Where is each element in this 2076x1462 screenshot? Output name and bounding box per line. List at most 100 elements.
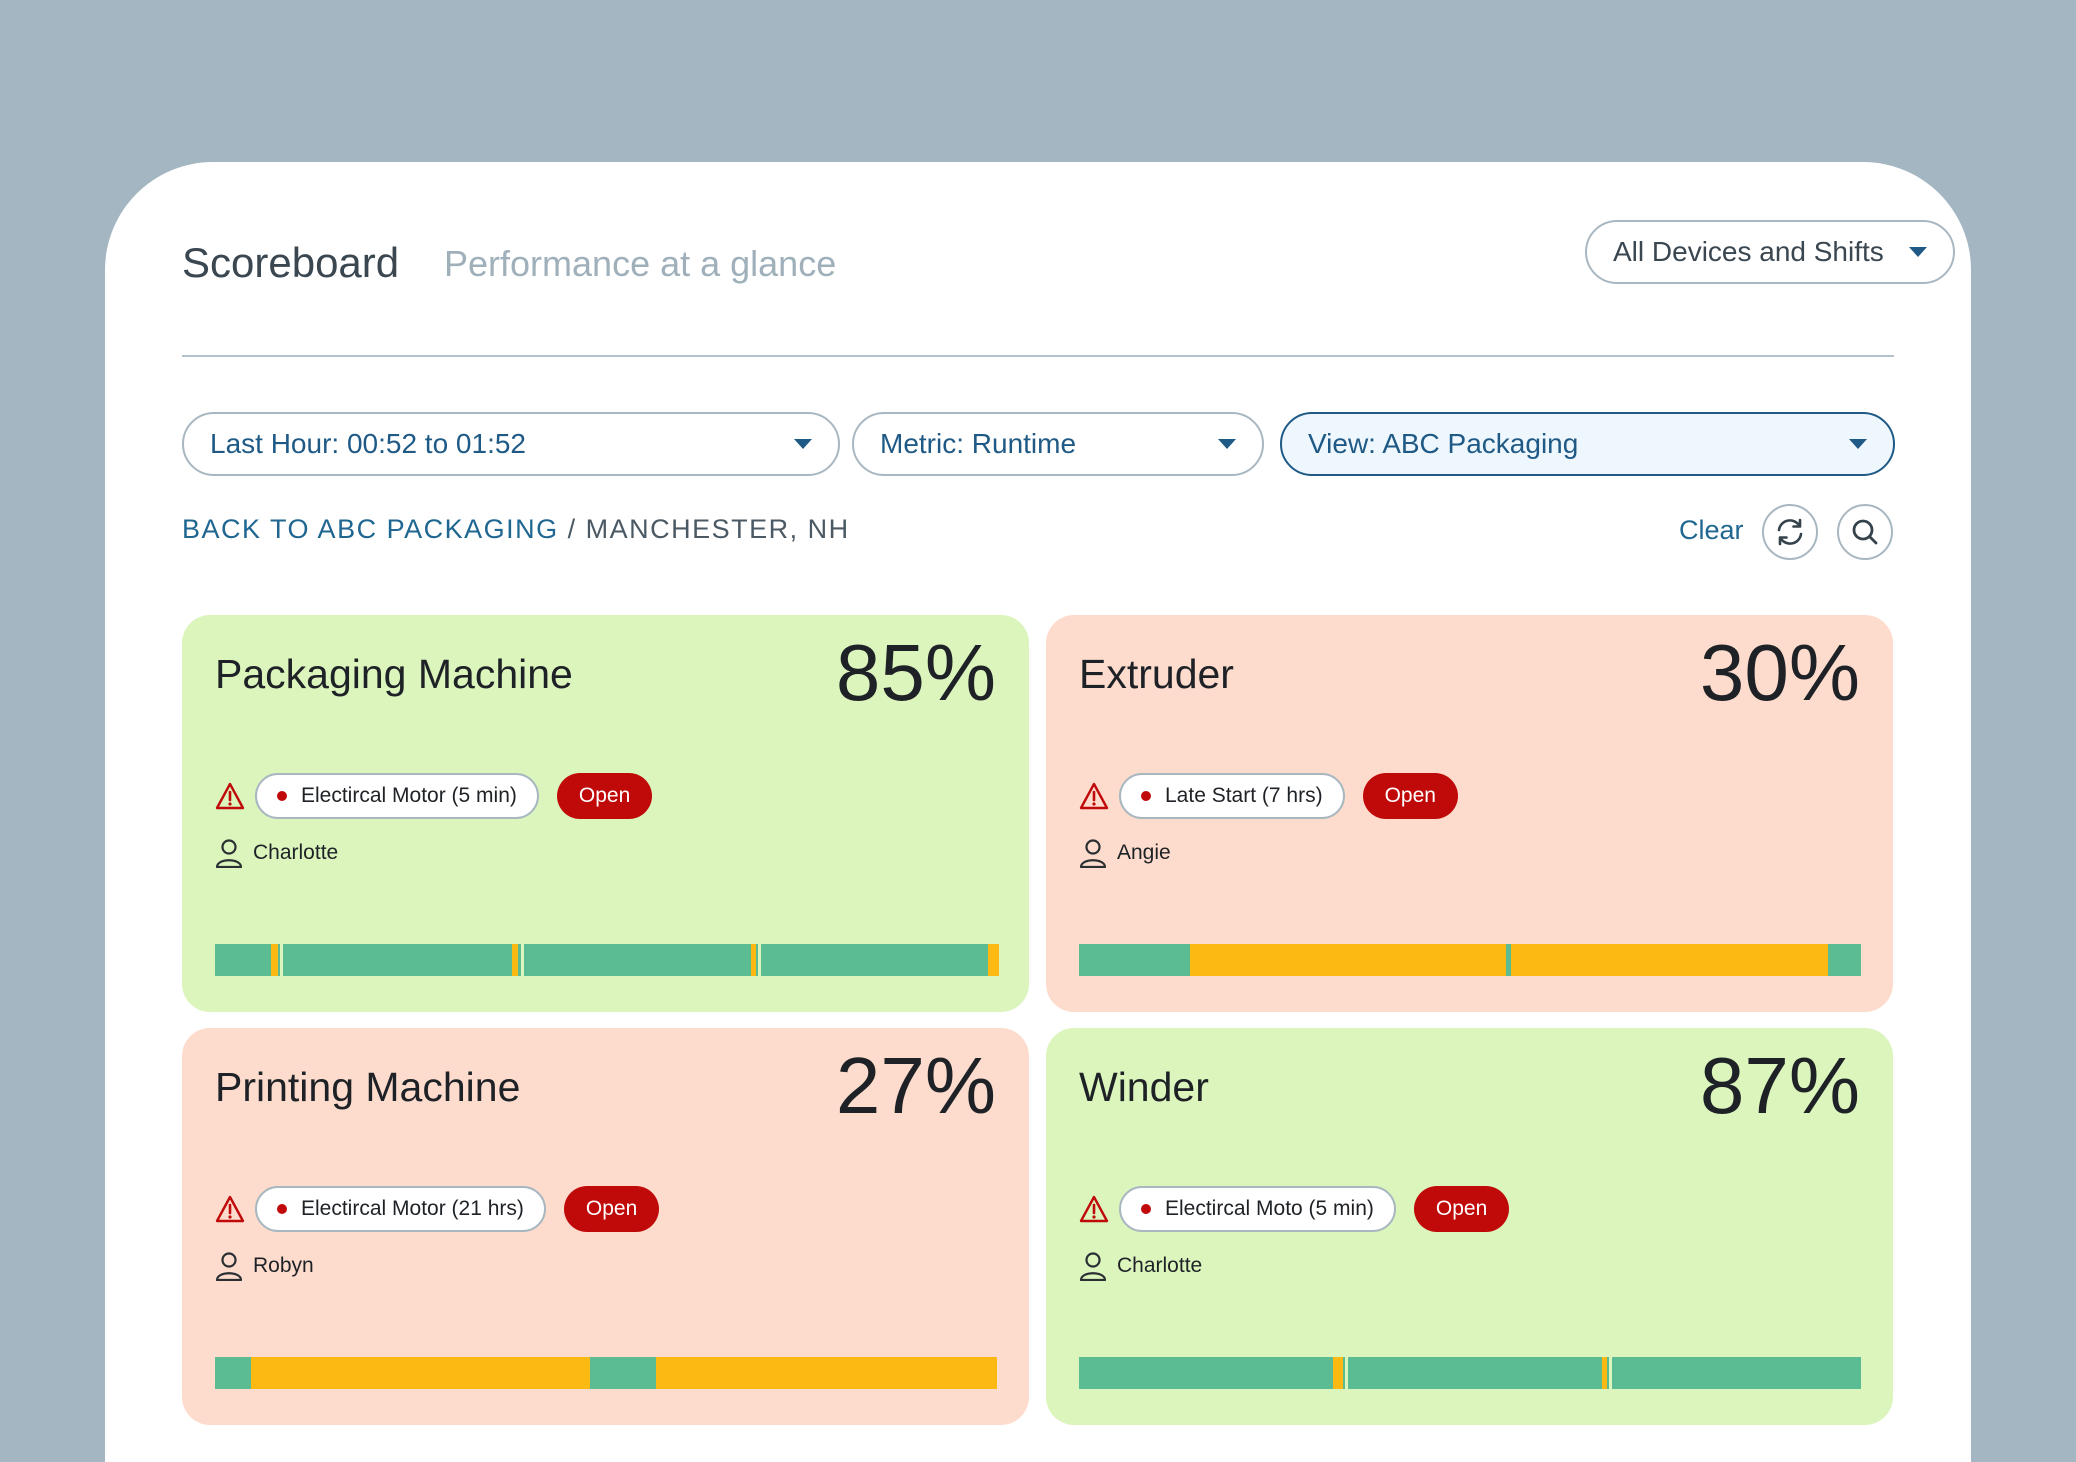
user-icon — [215, 1252, 243, 1281]
timeline-segment-running — [1828, 944, 1861, 976]
machine-name: Winder — [1079, 1064, 1209, 1110]
timeline-segment-running — [521, 944, 751, 976]
timeline-segment-running — [1079, 1357, 1334, 1389]
warning-icon — [215, 1195, 245, 1223]
chevron-down-icon — [1218, 439, 1236, 449]
view-select[interactable]: View: ABC Packaging — [1280, 412, 1895, 476]
timeline-segment-running — [1346, 1357, 1603, 1389]
devices-shifts-select[interactable]: All Devices and Shifts — [1585, 220, 1955, 284]
timeline-segment-running — [1606, 1357, 1610, 1389]
issue-row: Electircal Motor (5 min) Open — [215, 773, 653, 819]
chevron-down-icon — [1909, 247, 1927, 257]
timeline-segment-running — [215, 944, 272, 976]
search-button[interactable] — [1837, 504, 1893, 560]
assigned-user: Charlotte — [1079, 1250, 1202, 1282]
breadcrumb-back-link[interactable]: BACK TO ABC PACKAGING — [182, 514, 559, 544]
machine-percent: 27% — [835, 1041, 996, 1130]
user-icon — [215, 839, 243, 868]
machine-percent: 87% — [1699, 1041, 1860, 1130]
warning-icon — [215, 782, 245, 810]
assigned-user: Robyn — [215, 1250, 314, 1282]
timeline-segment-running — [518, 944, 522, 976]
open-status-badge[interactable]: Open — [556, 773, 653, 819]
open-status-badge[interactable]: Open — [1362, 773, 1458, 819]
issue-label: Electircal Motor (21 hrs) — [301, 1197, 524, 1220]
timeline-segment-running — [590, 1357, 657, 1389]
issue-label: Electircal Motor (5 min) — [301, 784, 517, 807]
timeline-segment-running — [1505, 944, 1512, 976]
issue-row: Electircal Moto (5 min) Open — [1079, 1186, 1510, 1232]
time-range-select[interactable]: Last Hour: 00:52 to 01:52 — [182, 412, 840, 476]
breadcrumb-separator: / — [567, 514, 577, 544]
warning-icon — [1079, 782, 1109, 810]
refresh-icon — [1777, 518, 1803, 546]
status-dot-icon — [277, 1204, 287, 1214]
machine-card-extruder[interactable]: Extruder 30% Late Start (7 hrs) Open Angie — [1046, 615, 1893, 1012]
machine-percent: 30% — [1699, 628, 1860, 717]
page-subtitle: Performance at a glance — [444, 243, 837, 284]
timeline-segment-running — [1343, 1357, 1347, 1389]
issue-row: Electircal Motor (21 hrs) Open — [215, 1186, 660, 1232]
machine-card-winder[interactable]: Winder 87% Electircal Moto (5 min) Open Char… — [1046, 1028, 1893, 1425]
timeline-segment-running — [759, 944, 989, 976]
status-dot-icon — [277, 791, 287, 801]
assigned-user: Angie — [1079, 837, 1171, 869]
timeline-segment-running — [280, 944, 513, 976]
timeline-gap — [758, 944, 762, 976]
machine-name: Printing Machine — [215, 1064, 521, 1110]
timeline-segment-running — [756, 944, 760, 976]
machine-percent: 85% — [835, 628, 996, 717]
issue-chip[interactable]: Electircal Motor (21 hrs) — [255, 1186, 546, 1232]
runtime-timeline — [215, 944, 1000, 976]
issue-chip[interactable]: Late Start (7 hrs) — [1119, 773, 1345, 819]
time-range-label: Last Hour: 00:52 to 01:52 — [210, 428, 526, 459]
timeline-segment-running — [1079, 944, 1191, 976]
runtime-timeline — [215, 1357, 997, 1389]
header: Scoreboard Performance at a glance All D… — [182, 220, 1955, 337]
timeline-segment-running — [277, 944, 281, 976]
issue-chip[interactable]: Electircal Moto (5 min) — [1119, 1186, 1396, 1232]
timeline-segment-down — [1602, 1357, 1607, 1389]
timeline-segment-down — [1333, 1357, 1344, 1389]
user-name: Angie — [1117, 841, 1171, 864]
user-icon — [1079, 839, 1107, 868]
open-status-badge[interactable]: Open — [563, 1186, 660, 1232]
runtime-timeline — [1079, 1357, 1861, 1389]
runtime-timeline — [1079, 944, 1861, 976]
timeline-gap — [1608, 1357, 1612, 1389]
machine-card-packaging[interactable]: Packaging Machine 85% Electircal Motor (5 … — [182, 615, 1029, 1012]
open-status-badge[interactable]: Open — [1413, 1186, 1510, 1232]
timeline-segment-down — [750, 944, 757, 976]
chevron-down-icon — [1849, 439, 1867, 449]
timeline-segment-down — [250, 1357, 591, 1389]
header-divider — [182, 355, 1894, 357]
timeline-segment-running — [1609, 1357, 1861, 1389]
breadcrumb: BACK TO ABC PACKAGING / MANCHESTER, NH — [182, 516, 850, 543]
timeline-gap — [1345, 1357, 1349, 1389]
issue-chip[interactable]: Electircal Motor (5 min) — [255, 773, 539, 819]
timeline-segment-down — [512, 944, 519, 976]
timeline-segment-down — [656, 1357, 997, 1389]
machine-name: Packaging Machine — [215, 651, 573, 697]
warning-icon — [1079, 1195, 1109, 1223]
scoreboard-panel: Scoreboard Performance at a glance All D… — [105, 162, 1971, 1462]
user-name: Robyn — [253, 1254, 314, 1277]
chevron-down-icon — [794, 439, 812, 449]
user-name: Charlotte — [1117, 1254, 1203, 1277]
machine-name: Extruder — [1079, 651, 1234, 697]
timeline-segment-down — [988, 944, 1000, 976]
issue-label: Late Start (7 hrs) — [1165, 784, 1323, 807]
metric-label: Metric: Runtime — [880, 428, 1077, 459]
timeline-segment-down — [1190, 944, 1506, 976]
view-label: View: ABC Packaging — [1308, 428, 1579, 459]
timeline-segment-running — [215, 1357, 251, 1389]
timeline-gap — [279, 944, 283, 976]
user-name: Charlotte — [253, 841, 339, 864]
refresh-button[interactable] — [1762, 504, 1818, 560]
devices-shifts-label: All Devices and Shifts — [1613, 236, 1884, 267]
timeline-segment-down — [1511, 944, 1829, 976]
clear-button[interactable]: Clear — [1679, 515, 1744, 545]
metric-select[interactable]: Metric: Runtime — [852, 412, 1264, 476]
machine-card-printing[interactable]: Printing Machine 27% Electircal Motor (21 … — [182, 1028, 1029, 1425]
user-icon — [1079, 1252, 1107, 1281]
